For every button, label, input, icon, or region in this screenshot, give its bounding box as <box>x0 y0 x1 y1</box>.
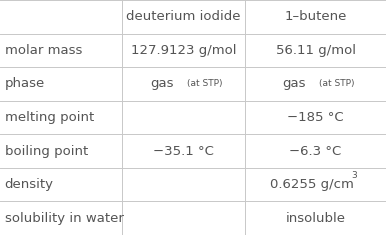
Text: (at STP): (at STP) <box>319 79 354 88</box>
Text: 1–butene: 1–butene <box>284 10 347 23</box>
Text: 3: 3 <box>351 171 357 180</box>
Text: insoluble: insoluble <box>286 212 345 225</box>
Text: (at STP): (at STP) <box>187 79 222 88</box>
Text: −6.3 °C: −6.3 °C <box>290 145 342 158</box>
Text: gas: gas <box>151 77 174 90</box>
Text: solubility in water: solubility in water <box>5 212 124 225</box>
Text: 56.11 g/mol: 56.11 g/mol <box>276 44 356 57</box>
Text: 0.6255 g/cm: 0.6255 g/cm <box>270 178 354 191</box>
Text: boiling point: boiling point <box>5 145 88 158</box>
Text: −185 °C: −185 °C <box>287 111 344 124</box>
Text: −35.1 °C: −35.1 °C <box>153 145 214 158</box>
Text: deuterium iodide: deuterium iodide <box>126 10 240 23</box>
Text: 127.9123 g/mol: 127.9123 g/mol <box>130 44 236 57</box>
Text: molar mass: molar mass <box>5 44 82 57</box>
Text: melting point: melting point <box>5 111 94 124</box>
Text: gas: gas <box>283 77 306 90</box>
Text: phase: phase <box>5 77 45 90</box>
Text: density: density <box>5 178 54 191</box>
